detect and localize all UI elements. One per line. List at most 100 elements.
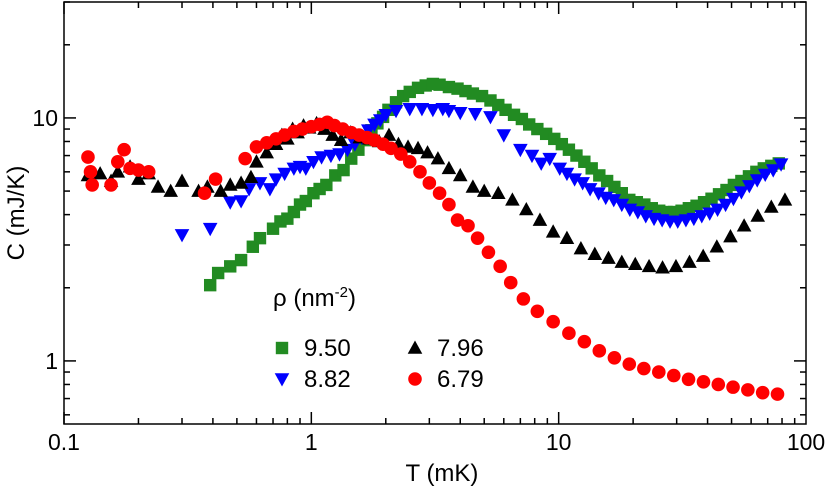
data-point [710,203,725,217]
data-point [388,104,404,119]
data-point [559,167,575,182]
data-point [711,377,726,392]
plot-frame [63,1,807,425]
data-point [741,383,755,397]
data-point [233,175,249,189]
data-point [249,140,264,154]
data-point [545,224,561,238]
data-point [546,314,560,329]
data-point [695,248,711,262]
legend-label-8.82: 8.82 [304,366,351,393]
data-point [749,174,765,188]
legend-title-end: ) [348,285,356,312]
data-point [513,143,528,158]
data-point [222,196,238,210]
data-point [202,222,218,237]
data-point [718,198,733,213]
data-point [420,145,435,159]
data-point [686,212,702,227]
data-point [592,344,607,358]
data-point [441,160,457,175]
data-point [575,177,590,191]
data-point [259,145,275,159]
data-point [694,210,710,224]
data-point [516,292,531,306]
legend-title-sup: -2 [335,284,348,301]
legend-title: ρ (nm-2) [273,284,356,312]
data-point [224,260,237,273]
data-point [413,165,427,179]
series-8.82 [174,103,789,243]
data-point [461,218,475,233]
data-point [203,278,217,292]
data-point [402,103,418,117]
data-point [422,176,437,190]
data-point [777,192,793,206]
data-point [234,253,248,267]
data-point [81,150,95,164]
data-point [253,231,267,245]
data-point [381,127,397,141]
data-point [614,198,630,213]
data-point [607,350,622,365]
data-point [394,147,408,161]
data-point [573,241,589,255]
data-point [726,380,740,394]
data-point [325,127,340,141]
data-point [402,154,417,169]
data-point [465,179,481,193]
data-point [131,171,146,185]
legend: ρ (nm-2) 9.50 8.82 7.96 6.79 [273,284,484,393]
data-point [470,231,485,245]
data-marks [80,77,793,401]
data-point [197,186,212,201]
legend-label-7.96: 7.96 [437,335,484,362]
data-point [490,185,506,200]
data-point [222,177,238,191]
data-point [773,158,789,172]
data-point [268,173,284,187]
data-point [542,152,558,167]
data-point [601,250,616,264]
legend-title-main: ρ (nm [273,285,335,312]
x-tick-label: 0.1 [48,429,80,455]
data-point [559,230,575,244]
data-point [742,180,757,194]
data-point [340,143,355,158]
data-point [519,201,534,216]
data-point [483,111,498,125]
data-point [750,208,766,222]
data-point [734,186,749,200]
data-point [208,172,223,186]
data-point [532,212,548,226]
data-point [614,254,630,268]
data-point [577,334,592,349]
data-point [668,258,684,273]
data-point [524,149,540,164]
data-point [651,365,666,379]
data-point [587,246,603,260]
data-point [450,213,465,227]
data-point [430,151,446,165]
data-point [277,167,292,182]
data-point [481,245,496,260]
data-point [476,183,492,197]
data-point [533,157,549,171]
data-point [736,218,752,232]
data-point [765,164,781,178]
data-point [433,78,446,91]
legend-marker-8.82 [274,373,290,387]
data-point [709,239,725,253]
data-point [298,162,314,176]
legend-label-6.79: 6.79 [437,366,484,393]
x-axis-label: T (mK) [406,460,479,487]
data-point [757,168,773,183]
legend-marker-6.79 [408,372,422,386]
data-point [432,186,447,201]
data-point [562,326,576,341]
data-point [702,207,718,221]
data-point [666,368,681,383]
data-point [467,107,483,122]
data-point [606,194,622,208]
